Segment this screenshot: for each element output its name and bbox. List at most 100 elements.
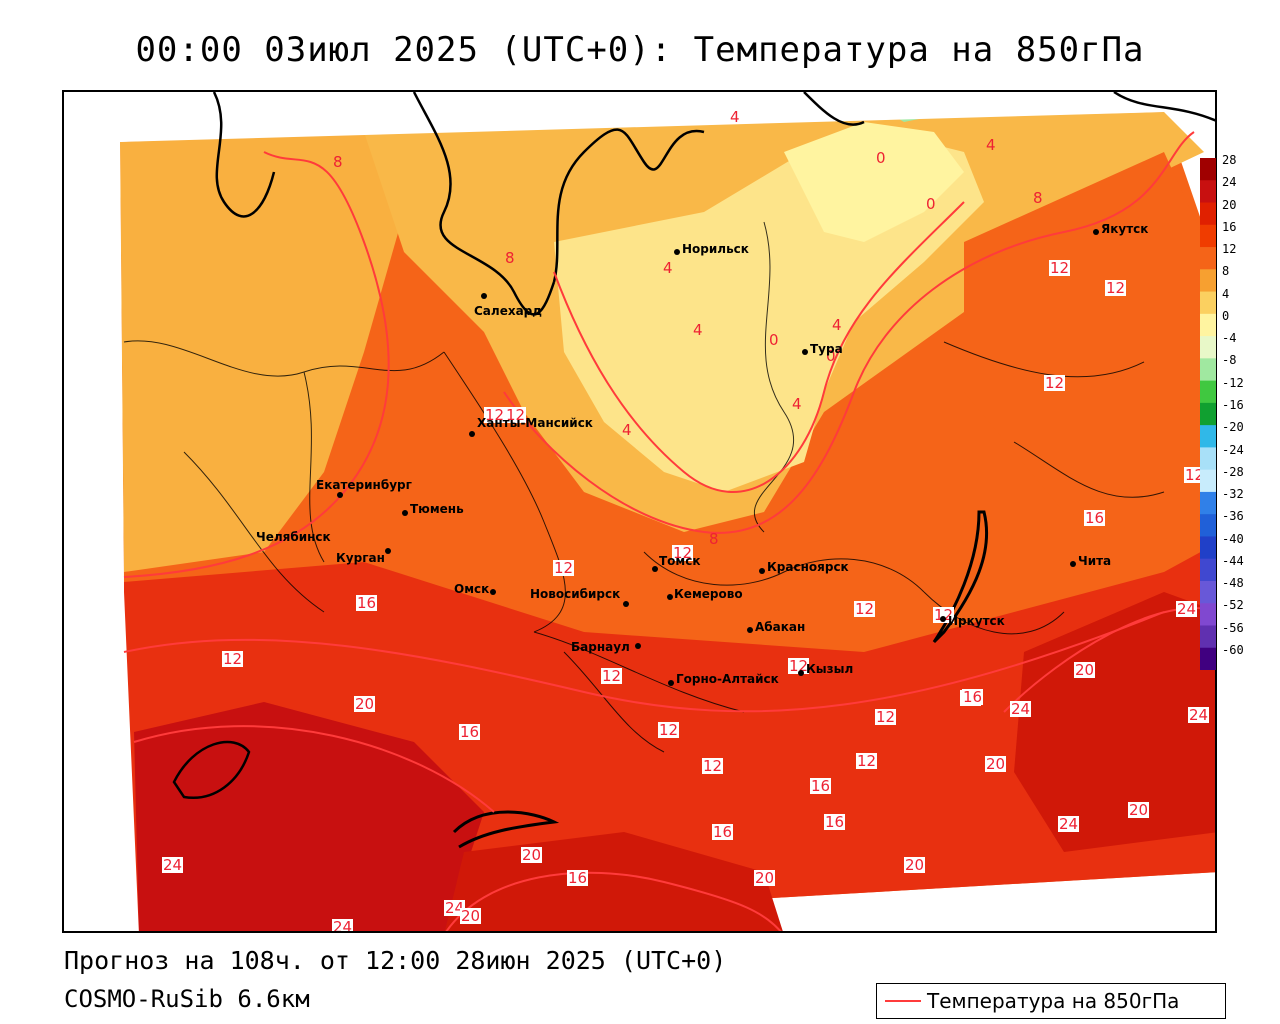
colorbar-swatch: [1200, 180, 1216, 204]
colorbar-swatch: [1200, 291, 1216, 315]
city-marker: [674, 249, 680, 255]
colorbar-swatch: [1200, 536, 1216, 560]
colorbar-tick-label: -20: [1222, 420, 1244, 435]
colorbar-tick-label: -16: [1222, 398, 1244, 412]
contour-label: 20: [460, 907, 482, 925]
colorbar-swatch: [1200, 647, 1216, 670]
aral-sea: [172, 740, 251, 800]
contour-label: 16: [810, 777, 832, 795]
contour-label: 12: [856, 752, 878, 770]
colorbar-tick-label: -44: [1222, 553, 1244, 568]
city-marker: [481, 293, 487, 299]
contour-label: 12: [788, 657, 810, 675]
colorbar-tick-label: -12: [1222, 375, 1244, 390]
contour-label: 8: [1033, 189, 1043, 207]
contour-label: 4: [663, 259, 673, 277]
contour-label: 12: [484, 406, 506, 424]
contour-label: 12: [505, 406, 527, 424]
contour-label: 16: [712, 823, 734, 841]
city-label: Салехард: [474, 304, 542, 318]
contour-label: 20: [985, 755, 1007, 773]
contour-label: 24: [1010, 700, 1032, 718]
city-label: Абакан: [755, 620, 806, 634]
contour-label: 4: [792, 395, 802, 413]
city-marker: [402, 510, 408, 516]
contour-label: 16: [459, 723, 481, 741]
colorbar-tick-label: 0: [1222, 308, 1230, 323]
city-label: Челябинск: [256, 530, 331, 544]
contour-label: 16: [567, 869, 589, 887]
colorbar-tick-label: -48: [1222, 576, 1244, 591]
contour-label: 12: [601, 667, 623, 685]
contour-label: 20: [354, 695, 376, 713]
map-area: 4 8 0 4 0 4 8 12 12 4 0 4 4 0 4 12 12 12…: [62, 90, 1217, 933]
city-marker: [623, 601, 629, 607]
colorbar-swatch: [1200, 580, 1216, 604]
contour-label: 20: [1074, 661, 1096, 679]
colorbar-swatch: [1200, 514, 1216, 537]
colorbar-tick-label: -24: [1222, 442, 1244, 457]
colorbar-swatch: [1200, 202, 1216, 226]
cold-region-core: [784, 122, 964, 242]
city-marker: [469, 431, 475, 437]
contour-label: 24: [1058, 815, 1080, 833]
colorbar-swatch: [1200, 402, 1216, 426]
contour-label: 4: [986, 136, 996, 154]
colorbar-swatch: [1200, 491, 1216, 515]
hot-region-sw: [134, 702, 484, 931]
lake-balkhash: [452, 810, 560, 849]
city-marker: [1070, 561, 1076, 567]
city-label: Тура: [810, 342, 843, 356]
colorbar-tick-label: -32: [1222, 487, 1244, 502]
city-marker: [940, 616, 946, 622]
legend: Температура на 850гПа: [876, 983, 1226, 1019]
isotherms: [123, 131, 1215, 931]
city-marker: [798, 670, 804, 676]
contour-label: 0: [926, 195, 936, 213]
city-label: Кызыл: [806, 662, 854, 676]
colorbar: [1200, 158, 1216, 670]
contour-label: 20: [1128, 801, 1150, 819]
contour-label: 8: [333, 153, 343, 171]
colorbar-tick-label: 16: [1222, 219, 1237, 234]
contour-label: 12: [1105, 279, 1127, 297]
city-marker: [652, 566, 658, 572]
city-label: Новосибирск: [530, 587, 621, 601]
contour-label: 12: [875, 708, 897, 726]
contour-label: 0: [876, 149, 886, 167]
colorbar-tick-label: -8: [1222, 353, 1237, 368]
colorbar-tick-label: -52: [1222, 598, 1244, 613]
city-marker: [747, 627, 753, 633]
contour-label: 24: [332, 918, 354, 933]
contour-label: 24: [162, 856, 184, 874]
contour-label: 24: [444, 899, 466, 917]
contour-label: 0: [826, 347, 836, 365]
colorbar-swatch: [1200, 247, 1216, 270]
contour-label: 4: [693, 321, 703, 339]
colorbar-swatch: [1200, 425, 1216, 448]
contour-label: 16: [1084, 509, 1106, 527]
city-marker: [1093, 229, 1099, 235]
outside-domain-left: [64, 142, 139, 931]
city-label: Красноярск: [767, 560, 849, 574]
contour-label: 12: [553, 559, 575, 577]
contour-label: 16: [962, 688, 984, 706]
contour-label: 12: [702, 757, 724, 775]
contour-label: 20: [904, 856, 926, 874]
city-label: Ханты-Мансийск: [477, 416, 593, 430]
forecast-info: Прогноз на 108ч. от 12:00 28июн 2025 (UT…: [64, 946, 727, 975]
cool-region-west: [120, 132, 404, 572]
city-marker: [802, 349, 808, 355]
city-label: Курган: [336, 551, 385, 565]
hot-region-se: [1014, 592, 1215, 852]
colorbar-swatch: [1200, 158, 1216, 181]
city-label: Омск: [454, 582, 490, 596]
contour-label: 16: [824, 813, 846, 831]
coastline: [212, 92, 1215, 316]
city-label: Екатеринбург: [316, 478, 412, 492]
contour-label: 24: [1188, 706, 1210, 724]
colorbar-swatch: [1200, 380, 1216, 404]
city-label: Горно-Алтайск: [676, 672, 779, 686]
contour-label: 12: [222, 650, 244, 668]
city-marker: [668, 680, 674, 686]
